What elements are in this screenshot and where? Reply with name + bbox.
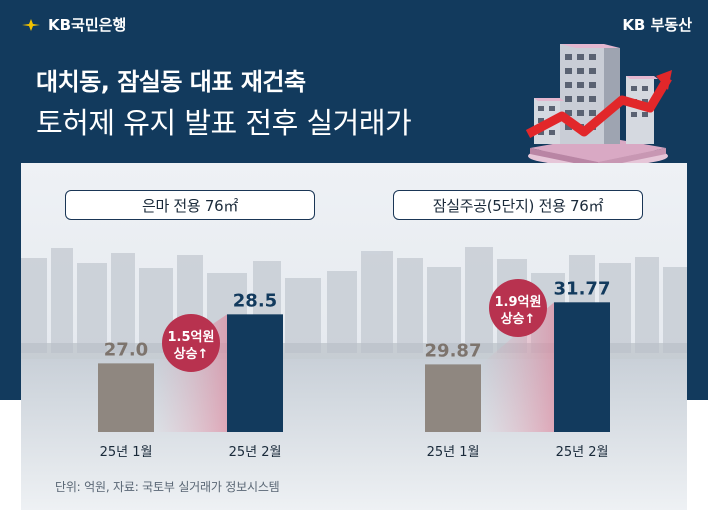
bar-before	[98, 363, 154, 432]
page-title-line1: 대치동, 잠실동 대표 재건축	[36, 68, 306, 96]
bar-before	[425, 364, 481, 432]
badge-amount: 1.5억원	[168, 330, 215, 345]
source-note: 단위: 억원, 자료: 국토부 실거래가 정보시스템	[55, 480, 280, 494]
value-label: 29.87	[425, 340, 482, 361]
chart-title-jamsil: 잠실주공(5단지) 전용 76㎡	[393, 190, 643, 220]
kb-star-icon	[22, 18, 40, 31]
city-river-background	[21, 163, 687, 510]
bar-after	[554, 302, 610, 432]
value-label: 31.77	[554, 278, 611, 299]
badge-direction: 상승↑	[501, 312, 536, 327]
value-label: 27.0	[104, 339, 148, 360]
kb-realestate-logo: KB 부동산	[622, 16, 692, 34]
bar-after	[227, 314, 283, 432]
x-tick-label: 25년 1월	[427, 445, 480, 460]
increase-badge	[162, 314, 220, 372]
increase-badge	[489, 279, 547, 337]
building-illustration	[525, 44, 672, 168]
chart-title-eunma: 은마 전용 76㎡	[65, 190, 315, 220]
x-tick-label: 25년 2월	[556, 445, 609, 460]
x-tick-label: 25년 2월	[229, 445, 282, 460]
kb-bank-logo: KB국민은행	[20, 14, 126, 35]
increase-highlight	[481, 302, 554, 432]
brand-left-text: KB국민은행	[48, 16, 127, 34]
chart-panel: 은마 전용 76㎡ 잠실주공(5단지) 전용 76㎡ 27.0 25년 1월 28.…	[21, 163, 687, 510]
value-label: 28.5	[233, 290, 277, 311]
page-title-line2: 토허제 유지 발표 전후 실거래가	[36, 106, 412, 140]
badge-direction: 상승↑	[174, 347, 209, 362]
badge-amount: 1.9억원	[495, 295, 542, 310]
x-tick-label: 25년 1월	[100, 445, 153, 460]
